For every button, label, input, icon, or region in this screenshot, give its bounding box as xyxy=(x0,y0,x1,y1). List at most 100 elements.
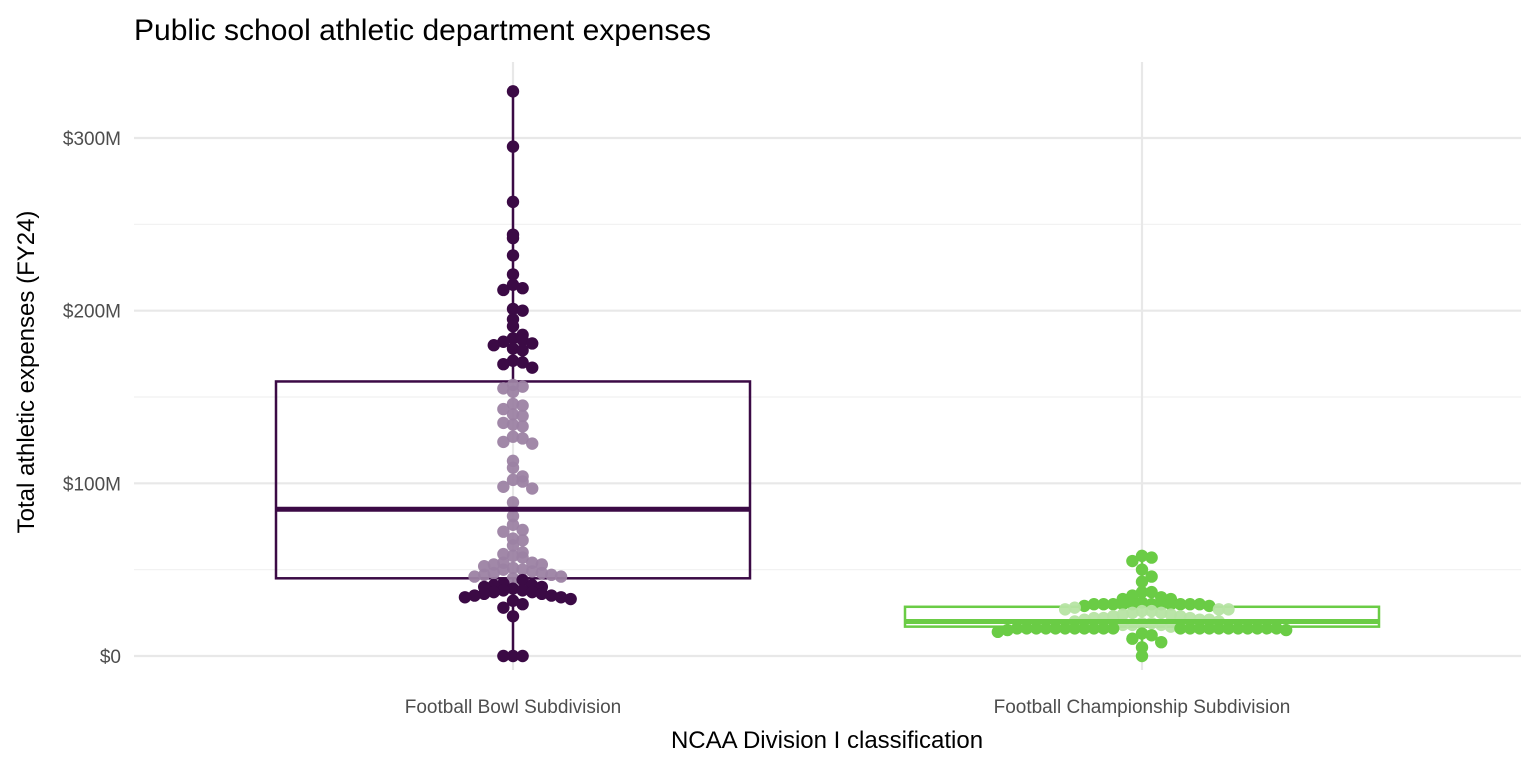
data-point xyxy=(1135,549,1149,563)
data-point xyxy=(468,570,481,583)
data-point xyxy=(497,416,510,430)
data-point xyxy=(506,473,520,487)
data-point xyxy=(545,568,558,582)
data-point xyxy=(506,509,520,523)
data-point xyxy=(516,356,529,369)
data-point xyxy=(1164,608,1178,621)
data-point xyxy=(1203,599,1216,613)
data-point xyxy=(1020,622,1033,635)
data-point xyxy=(516,333,529,347)
data-point xyxy=(1145,604,1158,618)
data-point xyxy=(487,558,500,571)
data-point xyxy=(535,558,549,571)
data-point xyxy=(458,591,472,604)
data-point xyxy=(1135,596,1149,609)
data-point xyxy=(506,539,520,552)
data-point xyxy=(506,610,520,623)
data-point xyxy=(516,584,529,597)
data-point xyxy=(497,335,510,348)
data-point xyxy=(1126,554,1139,568)
y-tick-labels: $0 $100M $200M $300M xyxy=(63,129,121,668)
data-point xyxy=(506,649,520,663)
data-point xyxy=(516,409,529,423)
data-point xyxy=(506,430,520,443)
data-point xyxy=(1260,622,1274,635)
data-point xyxy=(1174,622,1187,635)
data-point xyxy=(516,563,529,576)
data-point xyxy=(1183,598,1197,611)
data-point xyxy=(1087,622,1101,635)
data-point xyxy=(497,480,510,493)
data-point xyxy=(1135,649,1149,663)
data-point xyxy=(506,408,520,421)
data-point xyxy=(516,344,529,357)
data-point xyxy=(1058,603,1072,616)
data-point xyxy=(487,339,500,352)
data-point xyxy=(497,435,510,449)
data-point xyxy=(526,482,539,495)
data-point xyxy=(497,357,510,371)
data-point xyxy=(1135,604,1149,618)
data-point xyxy=(564,592,577,606)
boxplots xyxy=(274,91,1381,656)
y-tick-label: $300M xyxy=(63,129,121,150)
data-point xyxy=(1279,623,1293,637)
data-point xyxy=(1155,635,1168,649)
data-point xyxy=(1155,606,1168,620)
data-point xyxy=(506,140,520,153)
data-point xyxy=(506,518,520,531)
data-point xyxy=(526,565,539,578)
data-point xyxy=(1030,622,1043,635)
data-point xyxy=(516,475,529,488)
data-point xyxy=(991,625,1005,639)
gridlines xyxy=(134,62,1521,670)
data-point xyxy=(1222,603,1235,616)
x-tick-label: Football Championship Subdivision xyxy=(994,697,1291,718)
data-point xyxy=(1078,599,1091,613)
data-point xyxy=(1203,622,1216,635)
data-point xyxy=(506,85,520,98)
data-point xyxy=(1001,623,1014,637)
data-point xyxy=(1068,601,1081,614)
data-point xyxy=(487,566,500,580)
data-point xyxy=(516,598,529,611)
data-point xyxy=(535,566,549,580)
data-point xyxy=(497,584,510,597)
x-tick-label: Football Bowl Subdivision xyxy=(405,697,622,718)
data-point xyxy=(516,573,529,587)
data-point xyxy=(526,585,539,599)
data-point xyxy=(1145,629,1158,642)
data-point xyxy=(506,342,520,355)
data-point xyxy=(1126,606,1139,620)
data-point xyxy=(1116,598,1129,611)
data-point xyxy=(506,231,520,245)
data-point xyxy=(554,591,568,604)
data-point xyxy=(477,568,491,582)
data-point xyxy=(1058,622,1072,635)
data-point xyxy=(506,572,520,585)
data-point xyxy=(526,437,539,450)
data-point xyxy=(1135,575,1149,588)
data-point xyxy=(1126,589,1139,602)
data-point xyxy=(497,402,510,416)
y-tick-label: $200M xyxy=(63,302,121,323)
data-point xyxy=(1097,598,1110,611)
data-point xyxy=(545,589,558,602)
data-point xyxy=(1193,622,1206,635)
data-point xyxy=(506,278,520,291)
data-point xyxy=(1039,622,1053,635)
data-point xyxy=(497,547,510,561)
data-point xyxy=(1135,641,1149,654)
data-point xyxy=(468,589,481,602)
data-point xyxy=(506,268,520,281)
data-point xyxy=(1126,598,1139,611)
data-point xyxy=(506,354,520,367)
data-point xyxy=(506,302,520,316)
data-point xyxy=(497,283,510,297)
data-point xyxy=(1241,622,1254,635)
data-point xyxy=(516,282,529,295)
data-point xyxy=(506,561,520,575)
data-point xyxy=(506,320,520,333)
data-point xyxy=(506,385,520,399)
data-point xyxy=(506,195,520,209)
